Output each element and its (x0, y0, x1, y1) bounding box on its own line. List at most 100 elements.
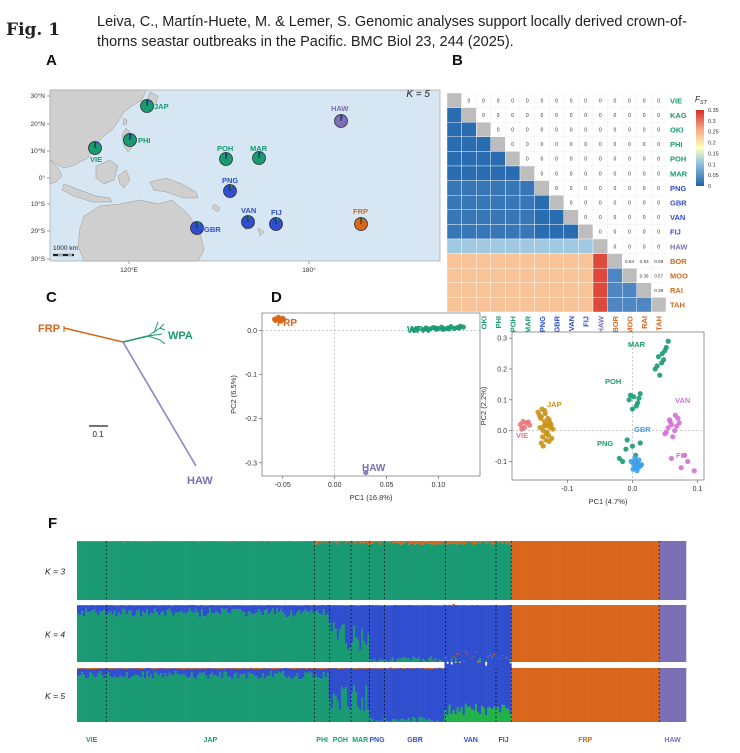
admixture-bar (602, 541, 606, 600)
admixture-bar (529, 541, 533, 600)
admixture-bar (81, 605, 84, 612)
admixture-bar (483, 655, 486, 708)
admixture-bar (413, 668, 417, 669)
admixture-bar (300, 668, 303, 669)
admixture-bar (681, 605, 685, 662)
fst-cell-value: 0 (614, 142, 617, 148)
admixture-bar (468, 653, 472, 707)
admixture-bar (247, 668, 250, 673)
admixture-bar (164, 541, 167, 543)
admixture-bar (535, 668, 539, 722)
admixture-bar (263, 541, 267, 542)
admixture-bar (204, 675, 208, 722)
admixture-bar (614, 668, 618, 722)
admixture-bar (450, 605, 453, 606)
admixture-bar (499, 712, 502, 722)
admixture-bar (338, 605, 342, 606)
admixture-bar (485, 665, 488, 715)
admixture-bar (478, 658, 482, 662)
admixture-bar (180, 605, 183, 606)
admixture-bar (673, 605, 677, 662)
admixture-bar (495, 653, 498, 708)
admixture-bar (440, 541, 443, 545)
admixture-bar (245, 616, 248, 662)
admixture-bar (292, 605, 295, 617)
panel-d-label: D (271, 289, 282, 306)
admixture-bar (318, 613, 321, 662)
admixture-bar (411, 717, 415, 722)
admixture-bar (497, 541, 500, 543)
admixture-bar (97, 673, 100, 722)
lat-tick-label: 30°S (31, 255, 46, 263)
admixture-bar (290, 679, 293, 722)
pca-point (666, 417, 673, 423)
admixture-bar (627, 541, 630, 600)
admixture-bar (468, 541, 472, 543)
admixture-bar (253, 668, 256, 676)
admixture-bar (235, 668, 238, 669)
admixture-bar (243, 668, 246, 673)
admixture-bar (286, 617, 289, 662)
admixture-bar (401, 543, 405, 600)
admixture-bar (225, 608, 228, 662)
admixture-bar (253, 613, 256, 662)
admixture-bar (308, 668, 311, 672)
admixture-bar (515, 668, 518, 722)
admixture-bar (223, 605, 226, 610)
admixture-bar (403, 605, 407, 658)
admixture-bar (166, 541, 169, 600)
admixture-bar (454, 544, 457, 600)
admixture-bar (651, 605, 654, 662)
admixture-bar (371, 541, 374, 544)
admixture-bar (592, 605, 595, 662)
admixture-bar (174, 668, 177, 672)
admixture-bar (237, 668, 240, 679)
admixture-bar (407, 668, 411, 719)
admixture-bar (210, 541, 214, 600)
admixture-bar (213, 675, 216, 722)
admixture-bar (237, 668, 240, 669)
admixture-bar (81, 611, 84, 662)
admixture-bar (489, 605, 492, 659)
admixture-bar (115, 541, 118, 600)
admixture-bar (206, 613, 210, 662)
admixture-bar (190, 605, 194, 612)
admixture-bar (129, 677, 133, 722)
lon-tick-label: 120°E (120, 266, 138, 274)
admixture-bar (373, 605, 376, 659)
admixture-bar (667, 605, 671, 662)
admixture-bar (312, 613, 315, 662)
admixture-bar (420, 544, 423, 600)
admixture-bar (103, 678, 106, 722)
admixture-bar (389, 605, 392, 606)
admixture-bar (121, 605, 124, 609)
admixture-bar (322, 668, 325, 673)
fst-cell-value: 0 (643, 215, 646, 221)
admixture-bar (629, 668, 632, 722)
admixture-bar (361, 668, 364, 669)
admixture-bar (150, 668, 153, 675)
admixture-bar (420, 668, 423, 718)
tree-wpa-tips (147, 321, 166, 345)
admixture-bar (97, 668, 100, 674)
admixture-bar (353, 541, 356, 543)
admixture-bar (247, 668, 250, 669)
admixture-bar (537, 605, 541, 662)
taiwan-landmass (122, 117, 128, 126)
pca-ytick-label: 0.0 (247, 328, 257, 335)
admixture-bar (478, 605, 482, 606)
site-label: FRP (353, 207, 368, 216)
admixture-bar (141, 541, 145, 600)
admixture-bar (409, 721, 413, 722)
admixture-bar (357, 706, 360, 722)
admixture-bar (320, 543, 323, 600)
admixture-bar (273, 541, 277, 543)
admixture-bar (452, 657, 455, 710)
admixture-bar (491, 605, 494, 658)
fst-cell-value: 0 (628, 201, 631, 207)
fst-cell-value: 0 (526, 98, 529, 104)
admixture-bar (503, 705, 506, 722)
admixture-bar (265, 609, 269, 662)
admixture-bar (259, 605, 263, 612)
admixture-bar (265, 605, 269, 610)
